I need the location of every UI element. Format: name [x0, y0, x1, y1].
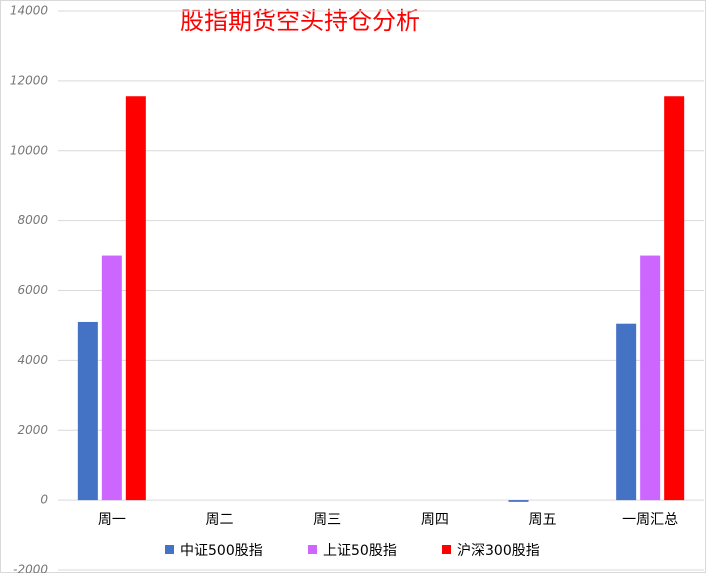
y-tick-label: -2000: [13, 563, 48, 573]
x-tick-label: 周三: [313, 512, 341, 528]
bar: [101, 255, 122, 501]
y-tick-label: 14000: [10, 4, 49, 18]
legend-label: 中证500股指: [180, 543, 263, 559]
x-tick-label: 周一: [98, 512, 126, 528]
chart-title: 股指期货空头持仓分析: [180, 7, 420, 35]
y-tick-label: 4000: [17, 353, 48, 367]
y-tick-label: 10000: [10, 143, 49, 157]
legend-swatch: [165, 545, 174, 554]
x-tick-label: 周二: [206, 512, 234, 528]
bar: [508, 500, 529, 502]
x-tick-label: 一周汇总: [622, 512, 678, 528]
x-tick-label: 周五: [529, 512, 557, 528]
y-tick-label: 8000: [17, 213, 48, 227]
legend-swatch: [442, 545, 451, 554]
y-tick-label: 0: [40, 493, 48, 507]
bar: [125, 96, 146, 501]
legend-swatch: [308, 545, 317, 554]
bar: [664, 96, 685, 501]
bar: [640, 255, 661, 501]
y-tick-label: 12000: [10, 73, 49, 87]
legend-label: 上证50股指: [323, 543, 397, 559]
y-tick-label: 6000: [17, 283, 48, 297]
legend-label: 沪深300股指: [457, 543, 540, 559]
bar: [77, 321, 98, 501]
y-tick-label: 2000: [17, 423, 48, 437]
x-tick-label: 周四: [421, 512, 449, 528]
bar: [616, 323, 637, 501]
